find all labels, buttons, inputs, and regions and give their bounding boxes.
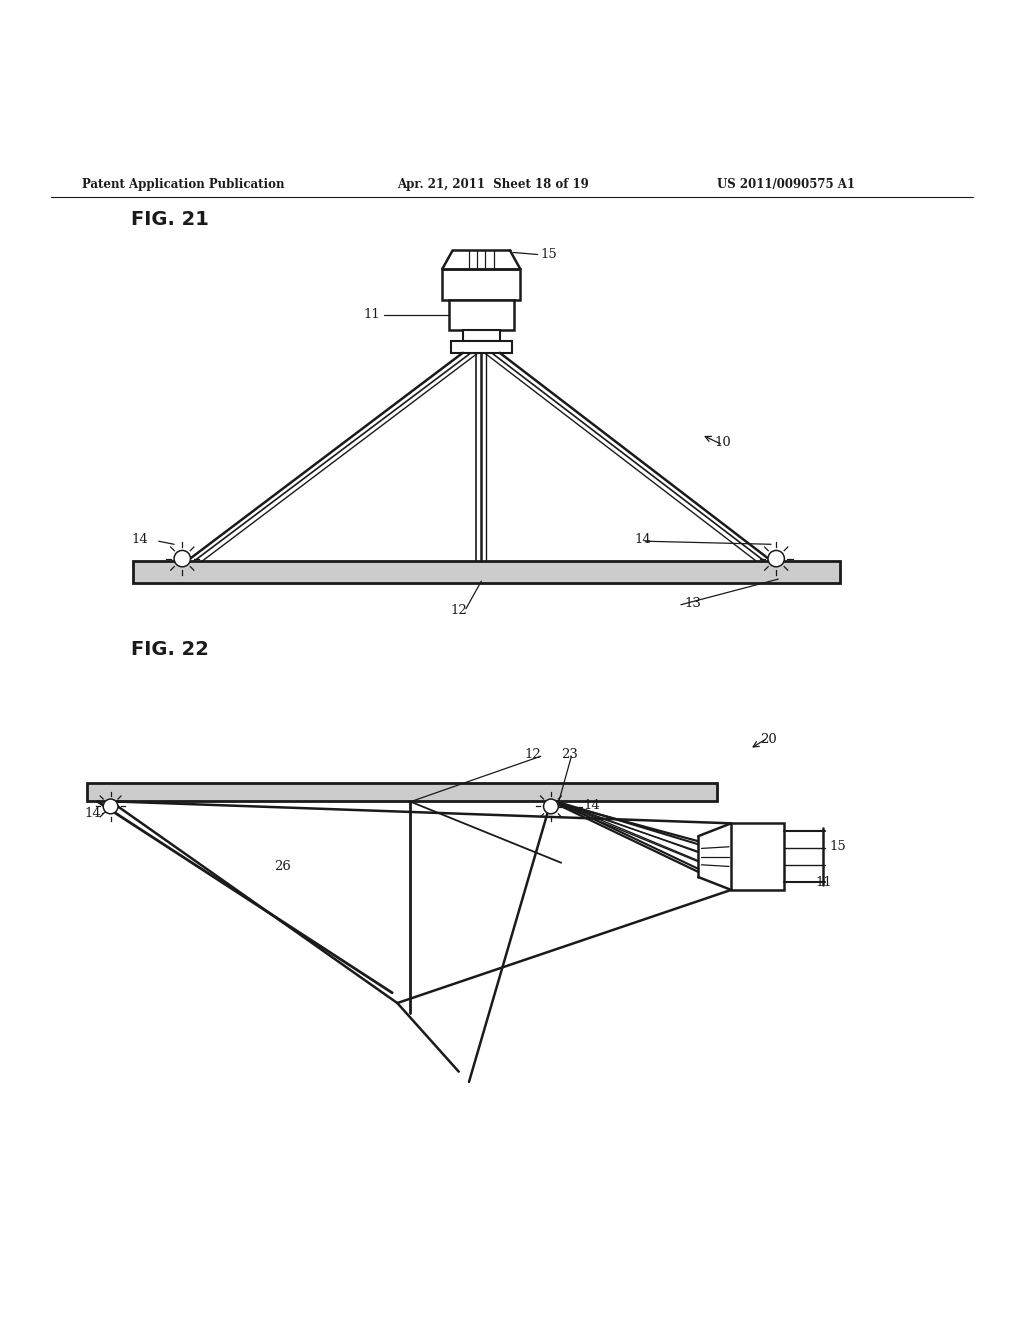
Text: 14: 14 (635, 533, 651, 545)
Text: 20: 20 (760, 734, 776, 746)
Text: 15: 15 (541, 248, 557, 261)
Text: FIG. 22: FIG. 22 (131, 640, 209, 659)
Circle shape (174, 550, 190, 566)
Text: 12: 12 (451, 605, 467, 618)
Text: 23: 23 (561, 747, 578, 760)
Text: 12: 12 (524, 747, 541, 760)
Circle shape (103, 799, 118, 814)
Text: Apr. 21, 2011  Sheet 18 of 19: Apr. 21, 2011 Sheet 18 of 19 (397, 178, 589, 191)
Text: 15: 15 (829, 840, 846, 853)
Bar (451, 341, 512, 352)
Text: Patent Application Publication: Patent Application Publication (82, 178, 285, 191)
Text: 11: 11 (364, 309, 380, 321)
Text: 14: 14 (131, 533, 147, 545)
Bar (133, 561, 840, 583)
Circle shape (768, 550, 784, 566)
Text: 14: 14 (84, 807, 100, 820)
Bar (463, 330, 500, 341)
Circle shape (544, 799, 558, 814)
Bar (442, 269, 520, 300)
Text: FIG. 21: FIG. 21 (131, 210, 209, 230)
Text: 10: 10 (715, 437, 731, 449)
Text: US 2011/0090575 A1: US 2011/0090575 A1 (717, 178, 855, 191)
Text: 26: 26 (274, 861, 291, 874)
Bar (449, 300, 514, 330)
Bar (87, 783, 717, 801)
Text: 11: 11 (815, 875, 831, 888)
Bar (731, 824, 784, 890)
Text: 13: 13 (684, 597, 700, 610)
Text: 14: 14 (584, 799, 600, 812)
